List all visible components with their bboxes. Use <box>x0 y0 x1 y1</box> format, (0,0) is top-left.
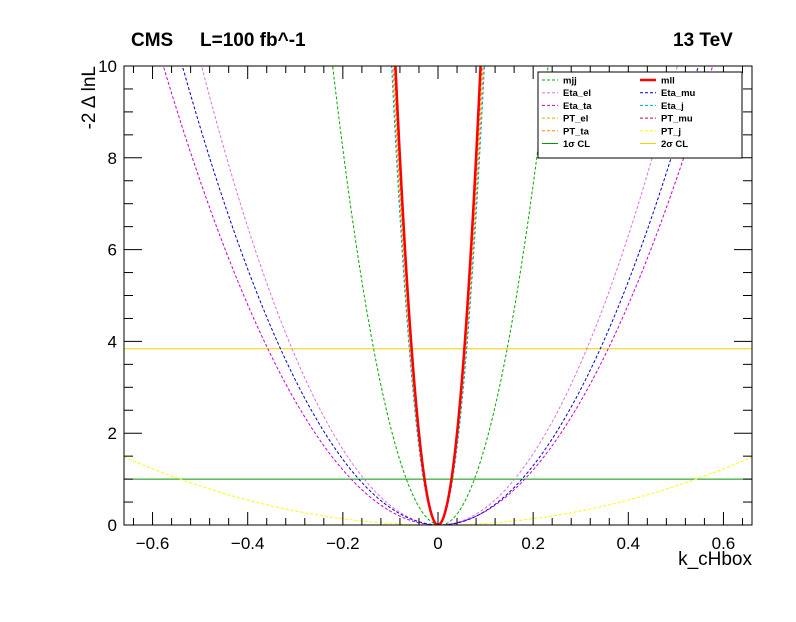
x-tick-label: −0.4 <box>231 534 265 553</box>
curve-eta-ta <box>162 66 714 525</box>
x-tick-label: 0.2 <box>521 534 545 553</box>
curve-pt-j <box>124 456 752 525</box>
y-tick-label: 6 <box>108 241 117 260</box>
legend-label: PT_mu <box>661 114 693 125</box>
y-tick-label: 4 <box>108 332 117 351</box>
legend-label: Eta_mu <box>661 88 696 99</box>
axes: −0.6 −0.4 −0.2 0 0.2 0.4 0.6 0 2 4 6 8 10 <box>98 57 752 553</box>
x-tick-label: −0.2 <box>326 534 360 553</box>
curve-eta-el <box>201 66 678 525</box>
x-tick-label: 0.4 <box>616 534 640 553</box>
y-tick-label: 8 <box>108 149 117 168</box>
legend-label: Eta_el <box>563 88 591 99</box>
legend-label: PT_el <box>563 114 588 125</box>
x-tick-label: 0 <box>433 534 442 553</box>
experiment-label: CMS <box>131 30 174 51</box>
x-tick-label: 0.6 <box>712 534 736 553</box>
legend-label: mll <box>661 76 675 87</box>
y-tick-label: 10 <box>98 57 117 76</box>
legend-label: 2σ CL <box>661 139 688 150</box>
energy-label: 13 TeV <box>673 30 733 51</box>
y-tick-label: 0 <box>108 516 117 535</box>
legend-label: Eta_j <box>661 101 684 112</box>
x-axis-label: k_cHbox <box>678 549 752 570</box>
legend-label: mjj <box>563 76 577 87</box>
legend-label: 1σ CL <box>563 139 590 150</box>
y-tick-label: 2 <box>108 424 117 443</box>
legend-label: PT_j <box>661 126 681 137</box>
x-tick-label: −0.6 <box>136 534 170 553</box>
luminosity-label: L=100 fb^-1 <box>200 30 306 51</box>
y-axis-label: -2 Δ lnL <box>79 66 100 129</box>
legend-label: PT_ta <box>563 126 590 137</box>
legend-label: Eta_ta <box>563 101 592 112</box>
